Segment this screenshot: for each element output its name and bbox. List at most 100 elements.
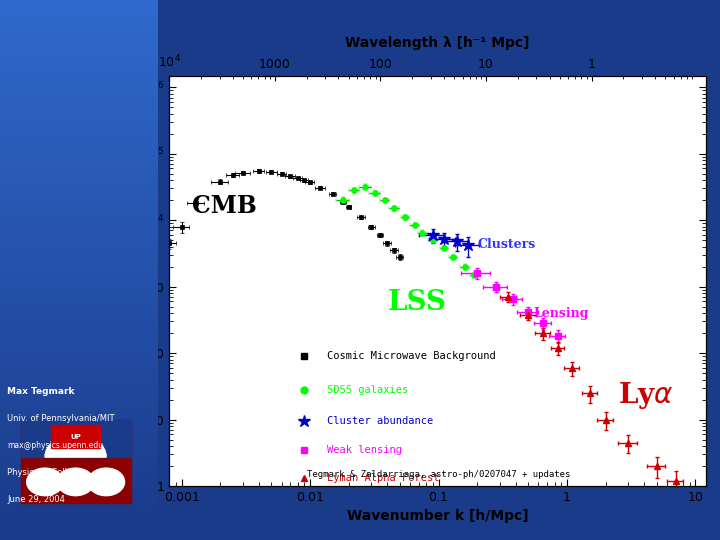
Text: June 29, 2004: June 29, 2004 [7,495,65,504]
Text: Cosmic Microwave Background: Cosmic Microwave Background [327,351,495,361]
Bar [0,362,158,367]
Bar [0,475,158,481]
Text: Ly$\alpha$: Ly$\alpha$ [618,380,674,410]
Bar [0,54,158,59]
Bar [51,425,100,448]
Bar [0,238,158,243]
Bar [0,491,158,497]
Bar [0,486,158,491]
Bar [0,470,158,475]
Bar [0,481,158,486]
Bar [0,410,158,416]
Bar [0,373,158,378]
Bar [0,524,158,529]
Bar [0,81,158,86]
Bar [0,416,158,421]
Bar [0,319,158,324]
X-axis label: Wavelength λ [h⁻¹ Mpc]: Wavelength λ [h⁻¹ Mpc] [345,36,530,50]
Bar [0,76,158,81]
Wedge shape [45,434,107,457]
Bar [0,464,158,470]
Text: CMB: CMB [192,194,256,218]
Bar [0,270,158,275]
Bar [0,265,158,270]
Bar [0,259,158,265]
Bar [0,518,158,524]
Bar [0,508,158,513]
Text: Lensing: Lensing [534,307,589,320]
Text: UP: UP [71,434,81,440]
Circle shape [88,468,125,496]
X-axis label: Wavenumber k [h/Mpc]: Wavenumber k [h/Mpc] [346,509,528,523]
Bar [0,124,158,130]
Bar [0,113,158,119]
Bar [0,194,158,200]
Bar [0,49,158,54]
Bar [0,59,158,65]
Bar [0,340,158,346]
Bar [0,356,158,362]
Bar [0,448,158,454]
Bar [0,405,158,410]
Bar [0,324,158,329]
Bar [0,5,158,11]
Bar [0,335,158,340]
Circle shape [27,468,63,496]
Bar [0,254,158,259]
Bar [0,167,158,173]
Bar [0,394,158,400]
Bar [0,140,158,146]
Bar [0,302,158,308]
Text: Tegmark & Zaldarriaga, astro-ph/0207047 + updates: Tegmark & Zaldarriaga, astro-ph/0207047 … [307,470,571,480]
Bar [0,292,158,297]
Bar [0,119,158,124]
Bar [0,459,158,464]
Bar [0,443,158,448]
Text: Lyman Alpha Forest: Lyman Alpha Forest [327,474,439,483]
Bar [0,432,158,437]
Bar [0,108,158,113]
Bar [0,400,158,405]
Bar [0,389,158,394]
Text: Cluster abundance: Cluster abundance [327,416,433,426]
Bar [0,297,158,302]
Bar [0,211,158,216]
Bar [0,151,158,157]
Bar [0,184,158,189]
Bar [0,497,158,502]
Bar [0,529,158,535]
Bar [0,329,158,335]
Text: Clusters: Clusters [477,238,536,251]
Bar [0,275,158,281]
Bar [0,97,158,103]
Bar [0,367,158,373]
Bar [0,0,158,5]
Bar [0,313,158,319]
Bar [0,281,158,286]
Circle shape [58,468,94,496]
Bar [0,130,158,135]
Bar [0,173,158,178]
Bar [0,535,158,540]
Bar [0,135,158,140]
Text: SDSS galaxies: SDSS galaxies [327,385,408,395]
Bar [0,157,158,162]
Bar [0,205,158,211]
Text: Physics in Collision: Physics in Collision [7,468,87,477]
Bar [0,216,158,221]
Bar [0,70,158,76]
Bar [0,227,158,232]
Bar [0,16,158,22]
Bar [0,103,158,108]
Bar [0,502,158,508]
Bar [0,11,158,16]
Bar [0,43,158,49]
Bar [0,437,158,443]
Bar [0,92,158,97]
Text: Weak lensing: Weak lensing [327,445,402,455]
Bar [0,200,158,205]
Bar [0,32,158,38]
Text: Max Tegmark: Max Tegmark [7,387,75,396]
Bar [0,232,158,238]
Bar [0,248,158,254]
